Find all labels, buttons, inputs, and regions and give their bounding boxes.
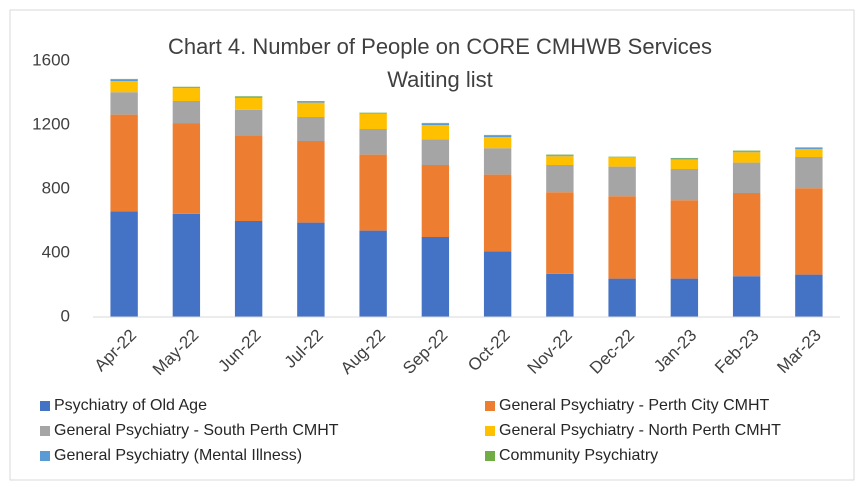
bar-segment: [795, 157, 823, 189]
bar-segment: [172, 123, 201, 214]
legend-label: General Psychiatry (Mental Illness): [54, 447, 302, 464]
y-tick-label: 800: [42, 178, 70, 197]
bar-segment: [110, 92, 138, 115]
legend-swatch: [485, 426, 495, 436]
bar-segment: [670, 200, 699, 279]
bar-segment: [795, 188, 823, 275]
bar-segment: [483, 148, 512, 175]
bar-segment: [732, 162, 761, 193]
legend-label: Psychiatry of Old Age: [54, 397, 207, 414]
bar-segment: [359, 230, 387, 317]
bar-segment: [234, 221, 263, 317]
bar-segment: [546, 165, 574, 193]
bar-segment: [670, 158, 699, 160]
bar-segment: [670, 157, 699, 159]
bar-segment: [421, 165, 450, 237]
chart-title: Chart 4. Number of People on CORE CMHWB …: [168, 34, 712, 59]
bar-segment: [608, 166, 636, 197]
bar-segment: [546, 155, 574, 157]
bar-segment: [234, 109, 263, 136]
y-tick-label: 0: [61, 306, 70, 325]
bar-segment: [172, 101, 201, 124]
bar-segment: [297, 101, 325, 103]
y-tick-label: 1600: [32, 50, 70, 69]
bar-segment: [359, 154, 387, 231]
bar-segment: [608, 278, 636, 317]
bar-segment: [732, 151, 761, 153]
bar-segment: [546, 154, 574, 156]
bar-segment: [795, 149, 823, 157]
bar-segment: [670, 169, 699, 201]
legend-label: General Psychiatry - Perth City CMHT: [499, 397, 770, 414]
legend-swatch: [40, 451, 50, 461]
bar-segment: [359, 113, 387, 114]
bar-segment: [795, 148, 823, 149]
bar-segment: [670, 159, 699, 169]
bar-segment: [732, 150, 761, 152]
bar-segment: [297, 101, 325, 102]
bar-segment: [421, 125, 450, 140]
bar-segment: [297, 222, 325, 317]
bar-segment: [234, 97, 263, 110]
chart-title: Waiting list: [387, 67, 493, 92]
bar-segment: [110, 114, 138, 212]
bar-segment: [608, 157, 636, 167]
legend-label: General Psychiatry - South Perth CMHT: [54, 422, 339, 439]
y-tick-label: 400: [42, 242, 70, 261]
bar-segment: [732, 193, 761, 277]
bar-segment: [546, 156, 574, 165]
bar-segment: [297, 141, 325, 223]
bar-segment: [172, 213, 201, 317]
bar-segment: [421, 123, 450, 125]
bar-segment: [297, 117, 325, 141]
legend-label: General Psychiatry - North Perth CMHT: [499, 422, 781, 439]
bar-segment: [172, 87, 201, 89]
bar-segment: [172, 88, 201, 101]
legend-swatch: [40, 401, 50, 411]
bar-segment: [670, 278, 699, 317]
bar-segment: [359, 129, 387, 155]
bar-segment: [483, 134, 512, 136]
legend-label: Community Psychiatry: [499, 447, 658, 464]
bar-segment: [421, 139, 450, 165]
bar-segment: [110, 79, 138, 81]
legend-swatch: [40, 426, 50, 436]
bar-segment: [234, 135, 263, 221]
bar-segment: [608, 196, 636, 279]
bar-segment: [795, 147, 823, 149]
bar-segment: [421, 237, 450, 317]
bar-segment: [234, 96, 263, 97]
bar-segment: [110, 211, 138, 317]
bar-segment: [483, 174, 512, 252]
legend-swatch: [485, 451, 495, 461]
bar-segment: [732, 276, 761, 317]
bar-segment: [234, 96, 263, 98]
bar-segment: [483, 251, 512, 317]
bar-segment: [732, 152, 761, 163]
bar-segment: [297, 102, 325, 117]
bar-segment: [483, 137, 512, 149]
bar-segment: [110, 78, 138, 80]
bar-segment: [483, 135, 512, 137]
bar-segment: [546, 192, 574, 274]
bar-segment: [359, 113, 387, 129]
y-tick-label: 1200: [32, 114, 70, 133]
bar-segment: [421, 122, 450, 124]
legend-swatch: [485, 401, 495, 411]
bar-segment: [546, 273, 574, 317]
bar-segment: [795, 274, 823, 317]
bar-segment: [110, 81, 138, 93]
